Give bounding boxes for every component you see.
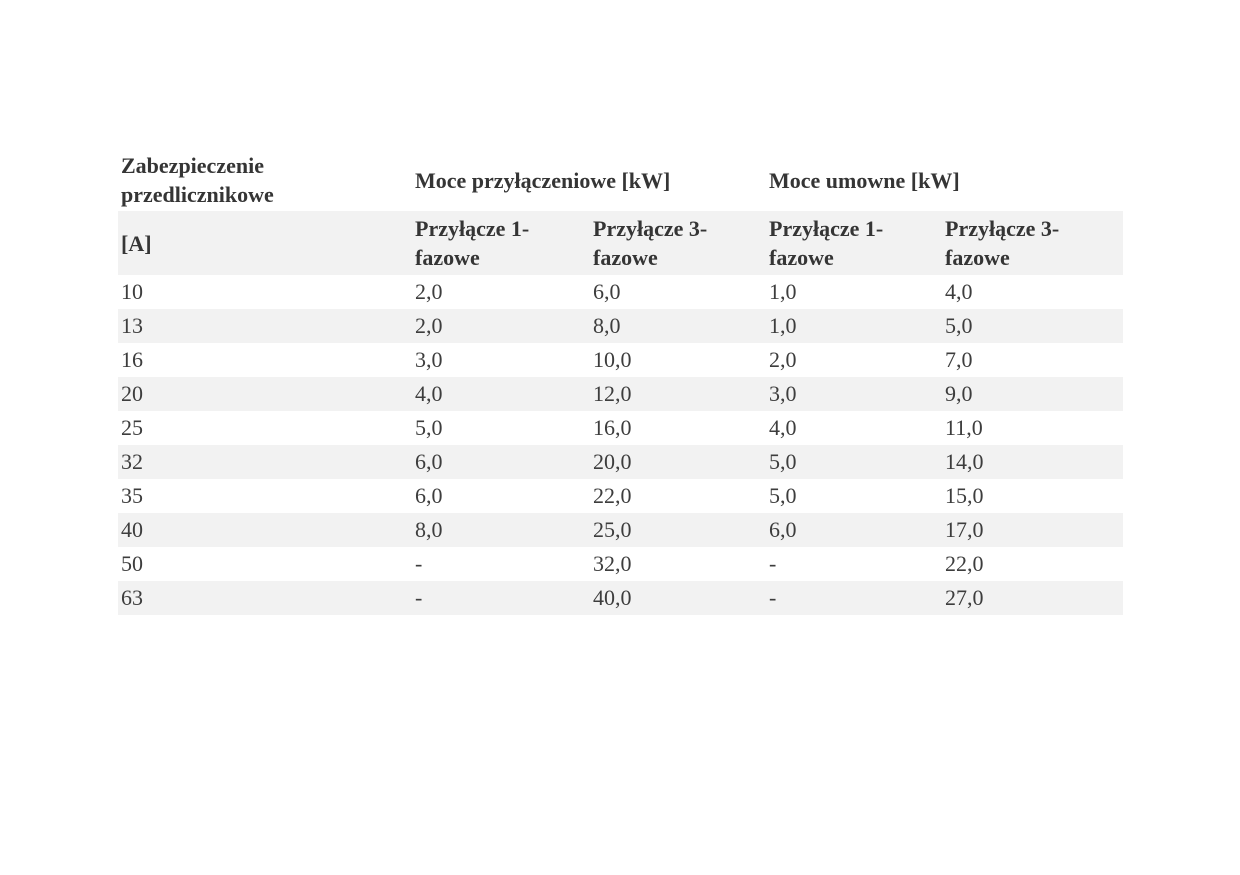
fuse-rating-cell: 13 [121, 313, 143, 338]
power-value-cell: 2,0 [415, 313, 443, 338]
table-row: 63 - 40,0 - 27,0 [118, 581, 1124, 615]
power-value-cell: 4,0 [945, 279, 973, 304]
power-value-cell: 9,0 [945, 381, 973, 406]
power-value-cell: 14,0 [945, 449, 984, 474]
power-value-cell: 1,0 [769, 313, 797, 338]
fuse-rating-cell: 35 [121, 483, 143, 508]
power-value-cell: 16,0 [593, 415, 632, 440]
column-header-connection-1phase: Przyłącze 1-fazowe [412, 211, 590, 275]
power-value-cell: 11,0 [945, 415, 983, 440]
power-value-cell: 20,0 [593, 449, 632, 474]
power-value-cell: 6,0 [415, 449, 443, 474]
power-value-cell: - [415, 551, 423, 576]
group-header-contracted-power: Moce umowne [kW] [766, 149, 1124, 211]
fuse-rating-cell: 10 [121, 279, 143, 304]
fuse-rating-cell: 16 [121, 347, 143, 372]
table-header: Zabezpieczenie przedlicznikowe Moce przy… [118, 149, 1124, 275]
column-header-contracted-1phase: Przyłącze 1-fazowe [766, 211, 943, 275]
power-value-cell: 12,0 [593, 381, 632, 406]
table-row: 13 2,0 8,0 1,0 5,0 [118, 309, 1124, 343]
column-header-connection-3phase: Przyłącze 3-fazowe [590, 211, 767, 275]
table-row: 16 3,0 10,0 2,0 7,0 [118, 343, 1124, 377]
power-value-cell: 6,0 [415, 483, 443, 508]
table-subheader-row: [A] Przyłącze 1-fazowe Przyłącze 3-fazow… [118, 211, 1124, 275]
power-value-cell: 25,0 [593, 517, 632, 542]
table-row: 40 8,0 25,0 6,0 17,0 [118, 513, 1124, 547]
power-value-cell: 3,0 [769, 381, 797, 406]
table-group-header-row: Zabezpieczenie przedlicznikowe Moce przy… [118, 149, 1124, 211]
power-value-cell: 40,0 [593, 585, 632, 610]
fuse-rating-cell: 50 [121, 551, 143, 576]
column-header-contracted-3phase: Przyłącze 3-fazowe [942, 211, 1124, 275]
power-value-cell: - [415, 585, 423, 610]
fuse-rating-cell: 20 [121, 381, 143, 406]
power-ratings-table: Zabezpieczenie przedlicznikowe Moce przy… [118, 149, 1124, 615]
table-row: 25 5,0 16,0 4,0 11,0 [118, 411, 1124, 445]
power-value-cell: 2,0 [415, 279, 443, 304]
power-value-cell: 5,0 [415, 415, 443, 440]
power-value-cell: 27,0 [945, 585, 984, 610]
power-value-cell: 6,0 [593, 279, 621, 304]
power-value-cell: - [769, 585, 777, 610]
power-value-cell: 1,0 [769, 279, 797, 304]
table-row: 50 - 32,0 - 22,0 [118, 547, 1124, 581]
fuse-rating-cell: 25 [121, 415, 143, 440]
power-value-cell: 8,0 [415, 517, 443, 542]
power-value-cell: 22,0 [945, 551, 984, 576]
power-value-cell: - [769, 551, 777, 576]
fuse-rating-cell: 63 [121, 585, 143, 610]
power-value-cell: 10,0 [593, 347, 632, 372]
fuse-rating-cell: 40 [121, 517, 143, 542]
power-value-cell: 6,0 [769, 517, 797, 542]
power-value-cell: 32,0 [593, 551, 632, 576]
power-value-cell: 5,0 [769, 449, 797, 474]
power-value-cell: 17,0 [945, 517, 984, 542]
power-value-cell: 22,0 [593, 483, 632, 508]
power-value-cell: 8,0 [593, 313, 621, 338]
power-value-cell: 5,0 [769, 483, 797, 508]
group-header-connection-power: Moce przyłączeniowe [kW] [412, 149, 767, 211]
power-value-cell: 3,0 [415, 347, 443, 372]
power-value-cell: 4,0 [769, 415, 797, 440]
table-row: 32 6,0 20,0 5,0 14,0 [118, 445, 1124, 479]
power-value-cell: 15,0 [945, 483, 984, 508]
power-value-cell: 4,0 [415, 381, 443, 406]
column-header-ampere-unit: [A] [118, 211, 412, 275]
power-value-cell: 7,0 [945, 347, 973, 372]
power-value-cell: 2,0 [769, 347, 797, 372]
table-row: 35 6,0 22,0 5,0 15,0 [118, 479, 1124, 513]
table-row: 10 2,0 6,0 1,0 4,0 [118, 275, 1124, 309]
group-header-fuse-protection: Zabezpieczenie przedlicznikowe [118, 149, 412, 211]
fuse-rating-cell: 32 [121, 449, 143, 474]
table-row: 20 4,0 12,0 3,0 9,0 [118, 377, 1124, 411]
table-body: 10 2,0 6,0 1,0 4,0 13 2,0 8,0 1,0 5,0 16 3,0 10,0 2,0… [118, 275, 1124, 615]
power-ratings-table-container: Zabezpieczenie przedlicznikowe Moce przy… [118, 149, 1124, 615]
power-value-cell: 5,0 [945, 313, 973, 338]
